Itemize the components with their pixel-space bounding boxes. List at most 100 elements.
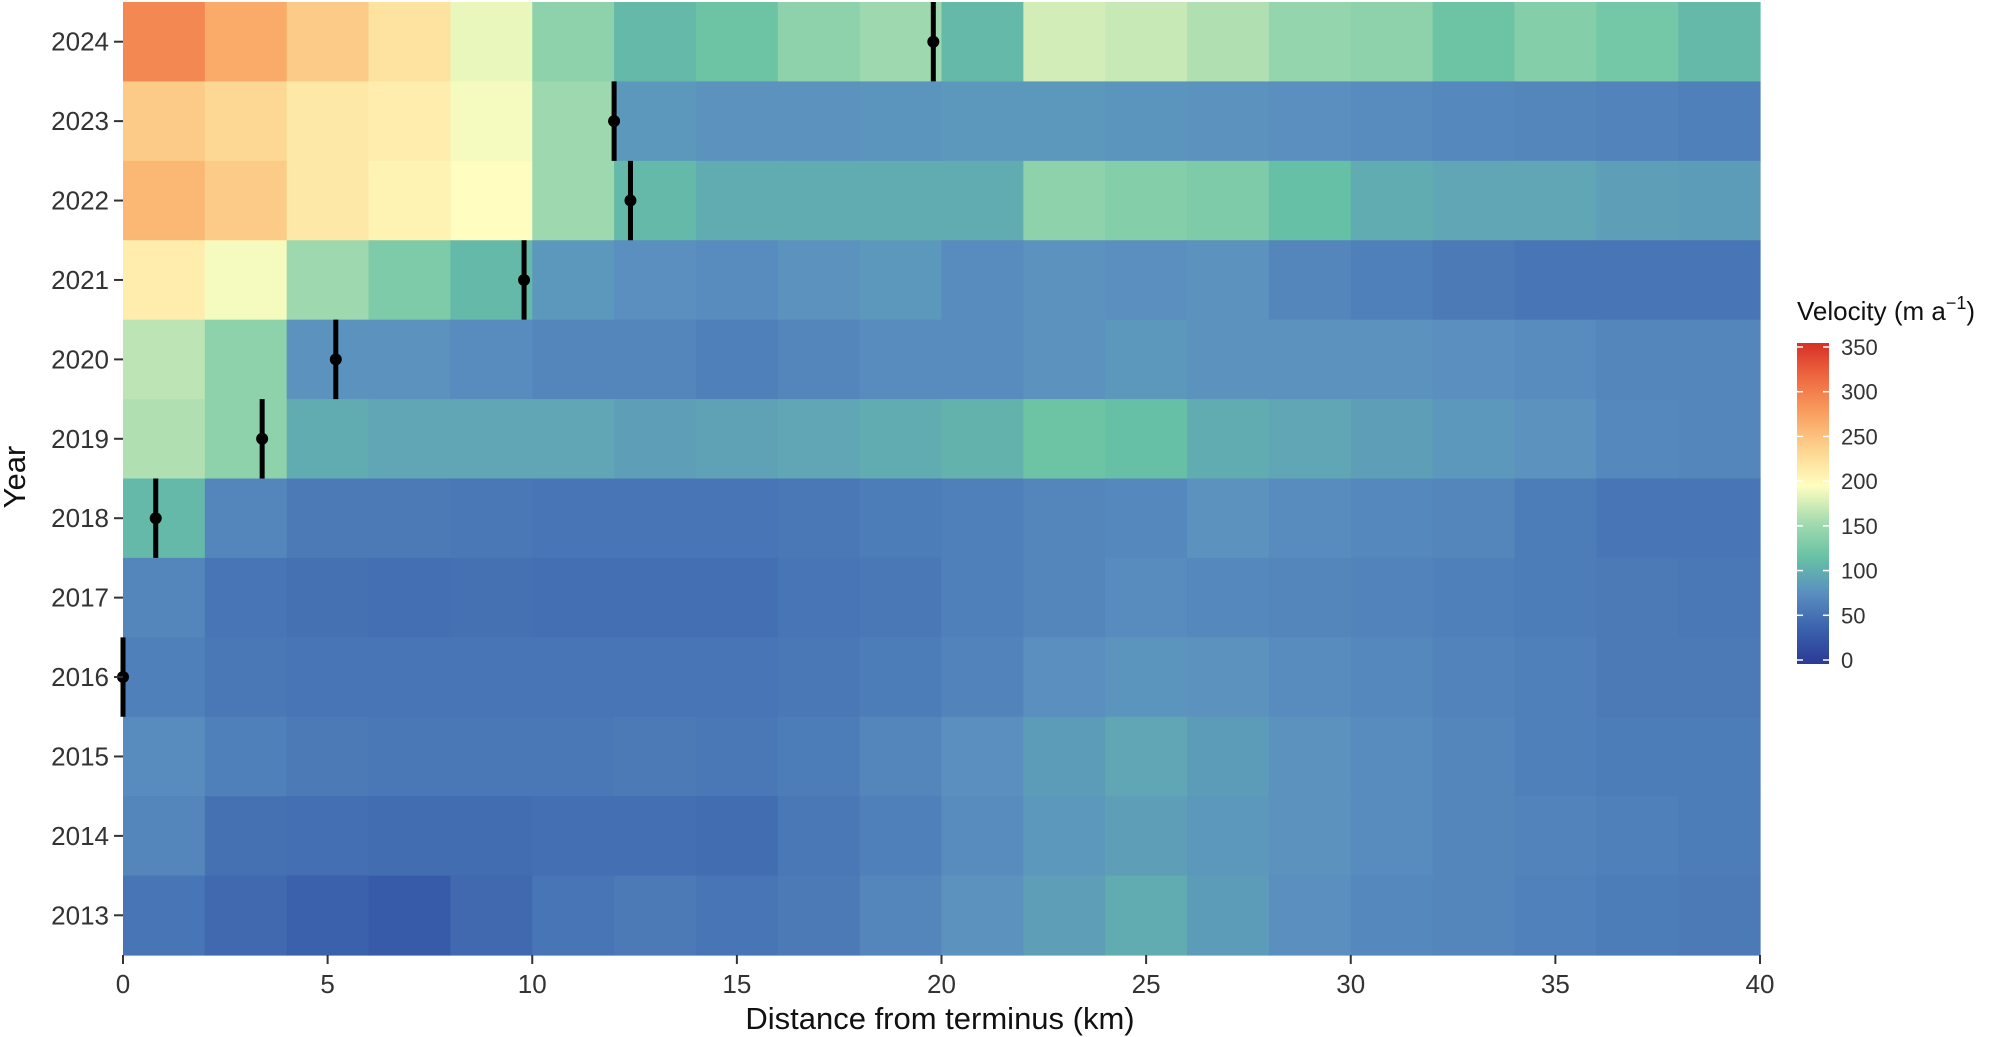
heatmap-cell-2020-12 xyxy=(1105,319,1188,400)
heatmap-cell-2019-8 xyxy=(777,399,861,480)
heatmap-cell-2022-7 xyxy=(695,160,779,241)
heatmap-cell-2018-16 xyxy=(1432,478,1516,559)
heatmap-cell-2024-11 xyxy=(1023,2,1106,83)
heatmap-cell-2024-8 xyxy=(777,2,861,83)
y-tick-label-2015: 2015 xyxy=(51,741,109,771)
heatmap-cell-2022-12 xyxy=(1105,160,1188,241)
heatmap-cell-2019-18 xyxy=(1596,399,1679,480)
colorbar-gradient xyxy=(1797,343,1829,664)
y-tick-label-2021: 2021 xyxy=(51,265,109,295)
terminus-point-2021 xyxy=(518,273,531,286)
heatmap-cell-2019-5 xyxy=(532,399,615,480)
heatmap-cell-2019-2 xyxy=(286,399,370,480)
heatmap-cell-2018-12 xyxy=(1105,478,1188,559)
heatmap-cell-2017-17 xyxy=(1514,557,1597,638)
heatmap-cell-2016-13 xyxy=(1187,637,1270,718)
heatmap-cell-2014-8 xyxy=(777,796,861,877)
heatmap-cell-2020-5 xyxy=(532,319,615,400)
heatmap-cell-2023-9 xyxy=(859,81,943,162)
heatmap-cell-2019-1 xyxy=(204,399,288,480)
heatmap-cell-2016-8 xyxy=(777,637,861,718)
heatmap-cell-2014-12 xyxy=(1105,796,1188,877)
x-tick-label-35: 35 xyxy=(1541,969,1570,999)
heatmap-cell-2015-9 xyxy=(859,716,943,797)
heatmap-cell-2015-15 xyxy=(1350,716,1434,797)
heatmap-cell-2021-5 xyxy=(532,240,615,321)
heatmap-cell-2023-19 xyxy=(1678,81,1761,162)
heatmap-cell-2015-13 xyxy=(1187,716,1270,797)
heatmap-cell-2018-7 xyxy=(695,478,779,559)
heatmap-cell-2019-17 xyxy=(1514,399,1597,480)
heatmap-cell-2023-16 xyxy=(1432,81,1516,162)
heatmap-cell-2024-16 xyxy=(1432,2,1516,83)
heatmap-cell-2015-8 xyxy=(777,716,861,797)
heatmap-cell-2018-15 xyxy=(1350,478,1434,559)
heatmap-cell-2023-0 xyxy=(123,81,206,162)
heatmap-cell-2014-7 xyxy=(695,796,779,877)
heatmap-cell-2013-8 xyxy=(777,875,861,956)
heatmap-cell-2015-11 xyxy=(1023,716,1106,797)
colorbar-tick-label-0: 0 xyxy=(1841,648,1853,673)
heatmap-cell-2016-18 xyxy=(1596,637,1679,718)
heatmap-cell-2021-7 xyxy=(695,240,779,321)
heatmap-cell-2021-17 xyxy=(1514,240,1597,321)
heatmap-cell-2020-15 xyxy=(1350,319,1434,400)
heatmap-cell-2022-1 xyxy=(204,160,288,241)
heatmap-cell-2018-4 xyxy=(450,478,533,559)
heatmap-cell-2019-0 xyxy=(123,399,206,480)
heatmap-cell-2013-16 xyxy=(1432,875,1516,956)
y-tick-label-2019: 2019 xyxy=(51,424,109,454)
heatmap-cell-2023-6 xyxy=(614,81,697,162)
heatmap-cell-2017-8 xyxy=(777,557,861,638)
heatmap-cell-2017-14 xyxy=(1268,557,1352,638)
x-axis: 0 5 10 15 20 25 30 35 40 xyxy=(116,955,1775,999)
heatmap-cell-2016-3 xyxy=(368,637,451,718)
heatmap-cell-2022-16 xyxy=(1432,160,1516,241)
heatmap-cell-2014-2 xyxy=(286,796,370,877)
heatmap-cell-2014-0 xyxy=(123,796,206,877)
heatmap-cell-2015-1 xyxy=(204,716,288,797)
x-tick-label-20: 20 xyxy=(927,969,956,999)
colorbar-tick-label-200: 200 xyxy=(1841,469,1878,494)
heatmap-cell-2017-1 xyxy=(204,557,288,638)
heatmap-cell-2013-15 xyxy=(1350,875,1434,956)
heatmap-cell-2023-14 xyxy=(1268,81,1352,162)
heatmap-cell-2013-18 xyxy=(1596,875,1679,956)
heatmap-cell-2017-16 xyxy=(1432,557,1516,638)
heatmap-cell-2015-4 xyxy=(450,716,533,797)
heatmap-cell-2019-3 xyxy=(368,399,451,480)
heatmap-cell-2019-6 xyxy=(614,399,697,480)
heatmap-cell-2019-9 xyxy=(859,399,943,480)
heatmap-cell-2015-2 xyxy=(286,716,370,797)
heatmap-cell-2024-17 xyxy=(1514,2,1597,83)
colorbar-tick-label-250: 250 xyxy=(1841,424,1878,449)
heatmap-cell-2013-9 xyxy=(859,875,943,956)
colorbar-tick-label-100: 100 xyxy=(1841,559,1878,584)
heatmap-cell-2013-14 xyxy=(1268,875,1352,956)
heatmap-cell-2016-17 xyxy=(1514,637,1597,718)
terminus-point-2018 xyxy=(149,512,162,525)
x-tick-label-40: 40 xyxy=(1746,969,1775,999)
heatmap-cell-2021-18 xyxy=(1596,240,1679,321)
heatmap-cell-2024-14 xyxy=(1268,2,1352,83)
heatmap-cell-2024-5 xyxy=(532,2,615,83)
heatmap-cell-2019-16 xyxy=(1432,399,1516,480)
heatmap-cell-2021-15 xyxy=(1350,240,1434,321)
heatmap-cell-2020-0 xyxy=(123,319,206,400)
heatmap-cell-2023-12 xyxy=(1105,81,1188,162)
heatmap-cell-2023-2 xyxy=(286,81,370,162)
heatmap-cell-2024-12 xyxy=(1105,2,1188,83)
velocity-colorbar-legend: Velocity (m a−1) 350 300 250 200 150 100 50 0 xyxy=(1797,293,1975,673)
heatmap-cell-2013-12 xyxy=(1105,875,1188,956)
heatmap-cell-2022-15 xyxy=(1350,160,1434,241)
heatmap-cell-2016-15 xyxy=(1350,637,1434,718)
heatmap-cell-2022-5 xyxy=(532,160,615,241)
heatmap-cell-2014-19 xyxy=(1678,796,1761,877)
heatmap-cell-2014-6 xyxy=(614,796,697,877)
heatmap-cell-2015-18 xyxy=(1596,716,1679,797)
heatmap-cell-2013-1 xyxy=(204,875,288,956)
heatmap-cell-2013-13 xyxy=(1187,875,1270,956)
colorbar-tick-label-50: 50 xyxy=(1841,603,1865,628)
y-tick-label-2024: 2024 xyxy=(51,27,109,57)
